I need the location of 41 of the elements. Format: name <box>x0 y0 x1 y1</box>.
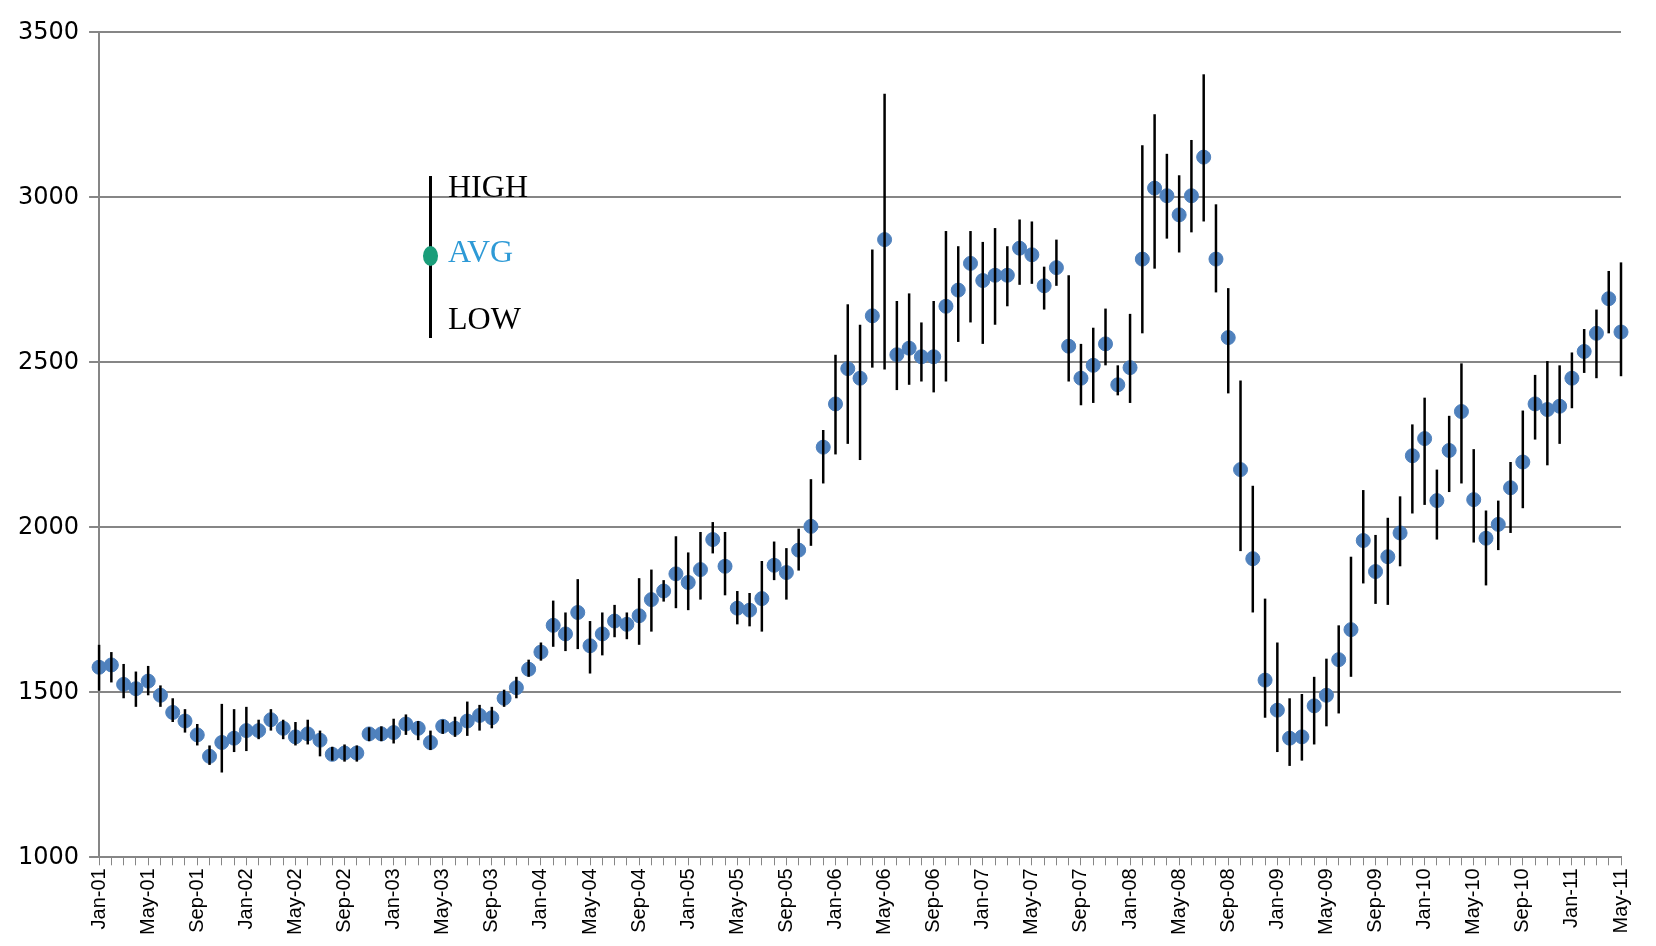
x-tick-label: Sep-07 <box>1068 868 1091 933</box>
x-tick-label: Jan-02 <box>233 868 256 930</box>
y-tick-label: 2000 <box>18 511 80 540</box>
x-tick-label: Jan-04 <box>528 868 551 930</box>
x-tick-label: May-11 <box>1608 868 1631 934</box>
x-tick-label: Jan-11 <box>1559 868 1582 928</box>
x-tick-label: May-03 <box>430 868 453 936</box>
x-tick-label: Sep-01 <box>184 868 207 933</box>
x-tick-label: Sep-10 <box>1510 868 1533 933</box>
x-tick-label: May-10 <box>1461 868 1484 936</box>
x-tick-label: May-01 <box>135 868 158 936</box>
x-tick-label: Sep-05 <box>773 868 796 933</box>
y-tick-label: 3500 <box>18 16 80 45</box>
x-tick-label: May-08 <box>1166 868 1189 936</box>
x-tick-label: May-07 <box>1019 868 1042 936</box>
x-tick-label: Jan-10 <box>1412 868 1435 930</box>
x-tick-label: May-09 <box>1313 868 1336 936</box>
annotation: LOW <box>448 300 521 337</box>
x-tick-label: Sep-09 <box>1363 868 1386 933</box>
x-tick-label: Sep-06 <box>921 868 944 933</box>
y-tick-label: 2500 <box>18 346 80 375</box>
x-tick-label: Sep-03 <box>479 868 502 933</box>
x-tick-label: May-05 <box>724 868 747 936</box>
x-tick-label: Jan-03 <box>381 868 404 930</box>
y-tick-label: 1500 <box>18 676 80 705</box>
x-tick-label: Jan-06 <box>823 868 846 930</box>
x-tick-label: Jan-08 <box>1117 868 1140 930</box>
annotation: AVG <box>448 233 514 270</box>
x-tick-label: Sep-08 <box>1215 868 1238 933</box>
x-tick-label: Jan-05 <box>675 868 698 930</box>
x-tick-label: May-02 <box>282 868 305 936</box>
annotation: HIGH <box>448 168 528 205</box>
x-tick-label: Jan-07 <box>970 868 993 930</box>
x-tick-label: Sep-04 <box>626 868 649 933</box>
x-tick-label: Jan-09 <box>1264 868 1287 930</box>
x-tick-label: May-04 <box>577 868 600 936</box>
x-tick-label: May-06 <box>872 868 895 936</box>
y-tick-label: 1000 <box>18 841 80 870</box>
y-tick-label: 3000 <box>18 181 80 210</box>
x-tick-label: Sep-02 <box>332 868 355 933</box>
x-tick-label: Jan-01 <box>86 868 109 930</box>
